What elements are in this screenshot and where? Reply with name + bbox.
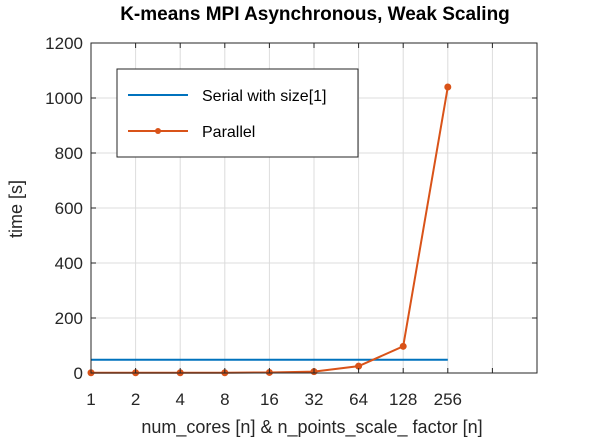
x-tick-label: 64 — [349, 390, 368, 409]
y-axis-label: time [s] — [6, 180, 26, 238]
y-tick-label: 1000 — [45, 89, 83, 108]
data-point — [399, 342, 407, 350]
x-tick-label: 1 — [86, 390, 95, 409]
x-tick-label: 8 — [220, 390, 229, 409]
data-point — [444, 83, 452, 91]
y-tick-label: 600 — [55, 199, 83, 218]
y-tick-label: 400 — [55, 254, 83, 273]
y-tick-label: 800 — [55, 144, 83, 163]
x-axis-label: num_cores [n] & n_points_scale_ factor [… — [141, 417, 482, 438]
legend-label-parallel: Parallel — [202, 124, 255, 141]
legend-marker-parallel — [155, 128, 161, 134]
x-tick-label: 4 — [175, 390, 184, 409]
x-tick-label: 16 — [260, 390, 279, 409]
legend-label-serial: Serial with size[1] — [202, 88, 327, 105]
y-tick-label: 200 — [55, 309, 83, 328]
ticks: 0 200 400 600 800 1000 1200 1 2 4 8 16 32 64 128 256 — [45, 34, 538, 409]
legend-box — [116, 68, 359, 158]
y-tick-label: 0 — [74, 364, 83, 383]
x-tick-label: 256 — [434, 390, 462, 409]
x-tick-label: 128 — [389, 390, 417, 409]
legend: Serial with size[1] Parallel — [116, 68, 359, 158]
x-tick-label: 2 — [131, 390, 140, 409]
x-tick-label: 32 — [305, 390, 324, 409]
y-tick-label: 1200 — [45, 34, 83, 53]
chart-title: K-means MPI Asynchronous, Weak Scaling — [120, 4, 510, 25]
